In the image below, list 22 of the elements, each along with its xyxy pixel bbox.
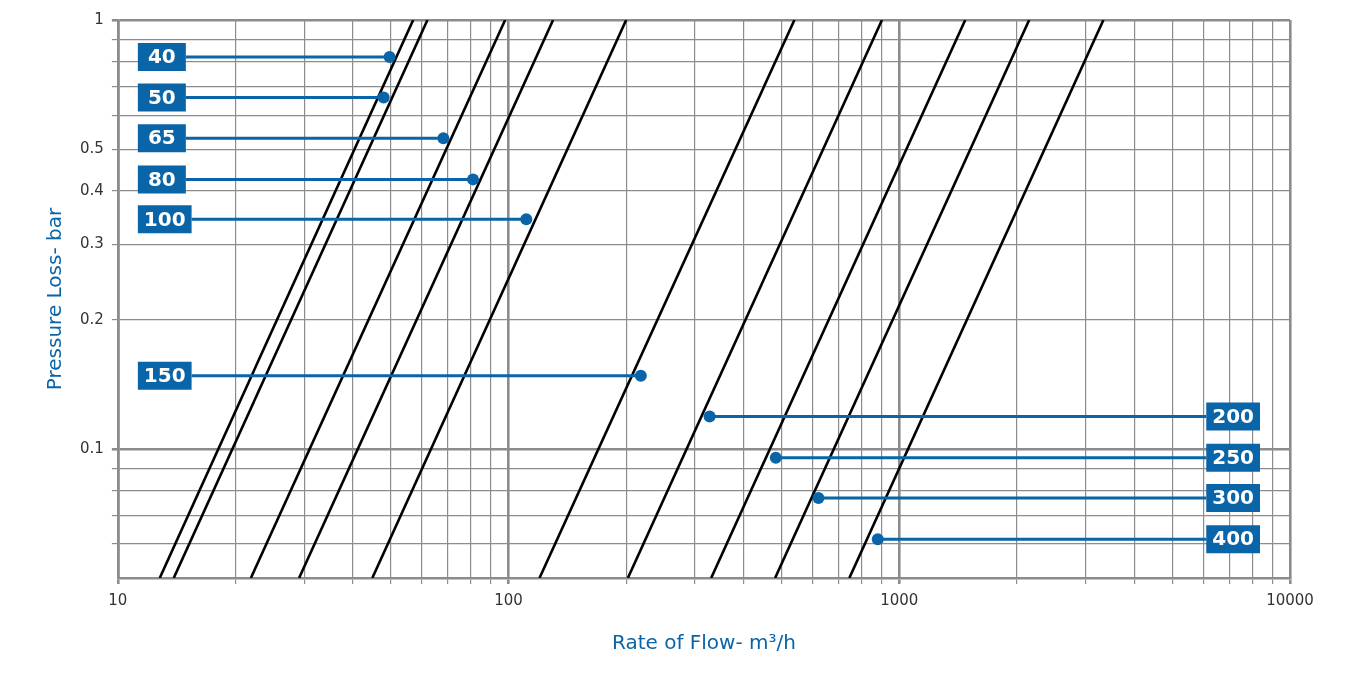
y-tick-label: 1 — [94, 9, 104, 28]
x-axis-title: Rate of Flow- m³/h — [611, 630, 796, 655]
y-tick-label: 0.5 — [80, 139, 104, 157]
annotation: 250 — [1212, 445, 1254, 470]
annotation: 40 — [147, 44, 176, 69]
x-tick-label: 10 — [108, 590, 128, 609]
y-axis-title: Pressure Loss- bar — [42, 207, 67, 391]
x-tick-label: 100 — [494, 590, 523, 609]
annotation: 50 — [147, 84, 176, 109]
x-tick-label: 1000 — [880, 590, 919, 609]
y-tick-label: 0.3 — [80, 234, 104, 253]
annotation: 150 — [143, 363, 186, 388]
y-tick-label: 0.2 — [80, 309, 104, 328]
y-tick-label: 0.1 — [80, 438, 104, 457]
x-tick-label: 10000 — [1266, 590, 1314, 609]
annotation: 300 — [1212, 485, 1254, 510]
annotation: 80 — [147, 166, 176, 191]
y-tick-label: 0.4 — [80, 180, 104, 199]
annotation: 65 — [147, 125, 176, 150]
annotation: 400 — [1212, 526, 1254, 551]
annotation: 200 — [1212, 403, 1254, 428]
annotation: 100 — [143, 206, 186, 231]
